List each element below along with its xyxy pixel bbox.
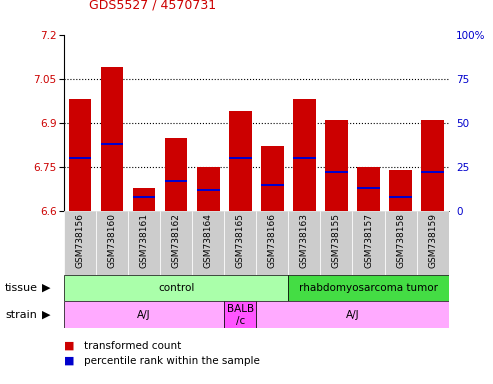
Bar [64,301,224,328]
Text: transformed count: transformed count [84,341,181,351]
Bar [128,211,160,275]
Bar [192,211,224,275]
Text: GSM738163: GSM738163 [300,213,309,268]
Bar [101,67,123,211]
Text: A/J: A/J [346,310,359,320]
Text: GSM738165: GSM738165 [236,213,245,268]
Bar [160,211,192,275]
Text: ■: ■ [64,356,74,366]
Bar [261,184,283,186]
Bar [288,275,449,301]
Text: GSM738156: GSM738156 [75,213,85,268]
Text: BALB
/c: BALB /c [227,304,254,326]
Bar [256,211,288,275]
Bar [422,171,444,173]
Bar [197,167,219,211]
Text: GSM738159: GSM738159 [428,213,437,268]
Text: GSM738158: GSM738158 [396,213,405,268]
Text: GSM738162: GSM738162 [172,213,181,268]
Bar [352,211,385,275]
Bar [320,211,352,275]
Bar [101,143,123,145]
Bar [165,180,187,182]
Bar [224,301,256,328]
Bar [357,187,380,189]
Text: strain: strain [5,310,37,320]
Text: ▶: ▶ [42,310,50,320]
Bar [293,99,316,211]
Bar [197,189,219,191]
Bar [261,146,283,211]
Bar [69,99,91,211]
Bar [133,196,155,198]
Bar [165,137,187,211]
Bar [389,170,412,211]
Bar [325,171,348,173]
Bar [64,275,288,301]
Text: tissue: tissue [5,283,38,293]
Bar [96,211,128,275]
Bar [389,196,412,198]
Bar [69,157,91,159]
Text: GSM738161: GSM738161 [140,213,149,268]
Text: GSM738164: GSM738164 [204,213,213,268]
Text: GSM738166: GSM738166 [268,213,277,268]
Bar [417,211,449,275]
Bar [385,211,417,275]
Bar [288,211,320,275]
Text: rhabdomyosarcoma tumor: rhabdomyosarcoma tumor [299,283,438,293]
Text: GSM738160: GSM738160 [107,213,117,268]
Bar [64,211,96,275]
Bar [229,157,251,159]
Bar [293,157,316,159]
Bar [357,167,380,211]
Text: percentile rank within the sample: percentile rank within the sample [84,356,260,366]
Text: A/J: A/J [138,310,151,320]
Text: control: control [158,283,194,293]
Text: GSM738157: GSM738157 [364,213,373,268]
Bar [133,188,155,211]
Bar [325,120,348,211]
Text: ▶: ▶ [42,283,50,293]
Text: ■: ■ [64,341,74,351]
Bar [256,301,449,328]
Bar [229,111,251,211]
Text: GDS5527 / 4570731: GDS5527 / 4570731 [89,0,216,12]
Text: GSM738155: GSM738155 [332,213,341,268]
Bar [224,211,256,275]
Bar [422,120,444,211]
